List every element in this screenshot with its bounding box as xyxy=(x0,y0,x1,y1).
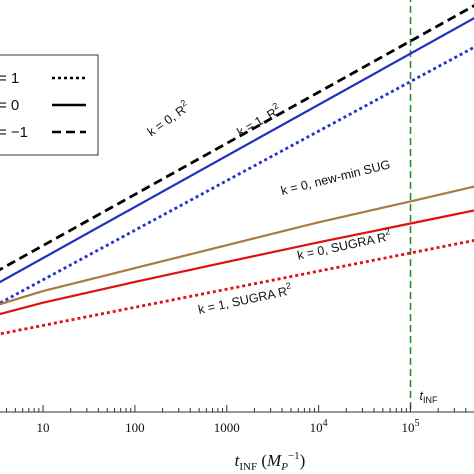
series-k0-r2 xyxy=(0,16,474,284)
series-k1-r2 xyxy=(0,45,474,305)
legend: = 1 = 0 = −1 xyxy=(0,54,99,156)
legend-entry-label: = 1 xyxy=(0,70,19,87)
series-k0-sugra xyxy=(0,209,474,316)
vertical-line-label: tINF xyxy=(420,389,438,405)
series-k-1-r2 xyxy=(0,4,474,272)
x-tick-label: 100 xyxy=(125,420,145,435)
x-tick-label: 104 xyxy=(310,418,328,435)
plot-area xyxy=(0,411,474,413)
series-k1-sugra xyxy=(0,239,474,336)
legend-entry-label: = −1 xyxy=(0,124,28,141)
series-layer xyxy=(0,0,474,412)
x-tick-label: 105 xyxy=(402,418,420,435)
legend-entry-label: = 0 xyxy=(0,97,19,114)
x-axis: 10 100 1000 104 105 xyxy=(5,405,467,435)
x-tick-label: 1000 xyxy=(214,420,240,435)
plot-frame xyxy=(0,411,474,413)
x-tick-label: 10 xyxy=(37,420,50,435)
series-k0-newmin xyxy=(0,185,474,306)
x-axis-title: tINF (MP−1) xyxy=(235,450,306,473)
